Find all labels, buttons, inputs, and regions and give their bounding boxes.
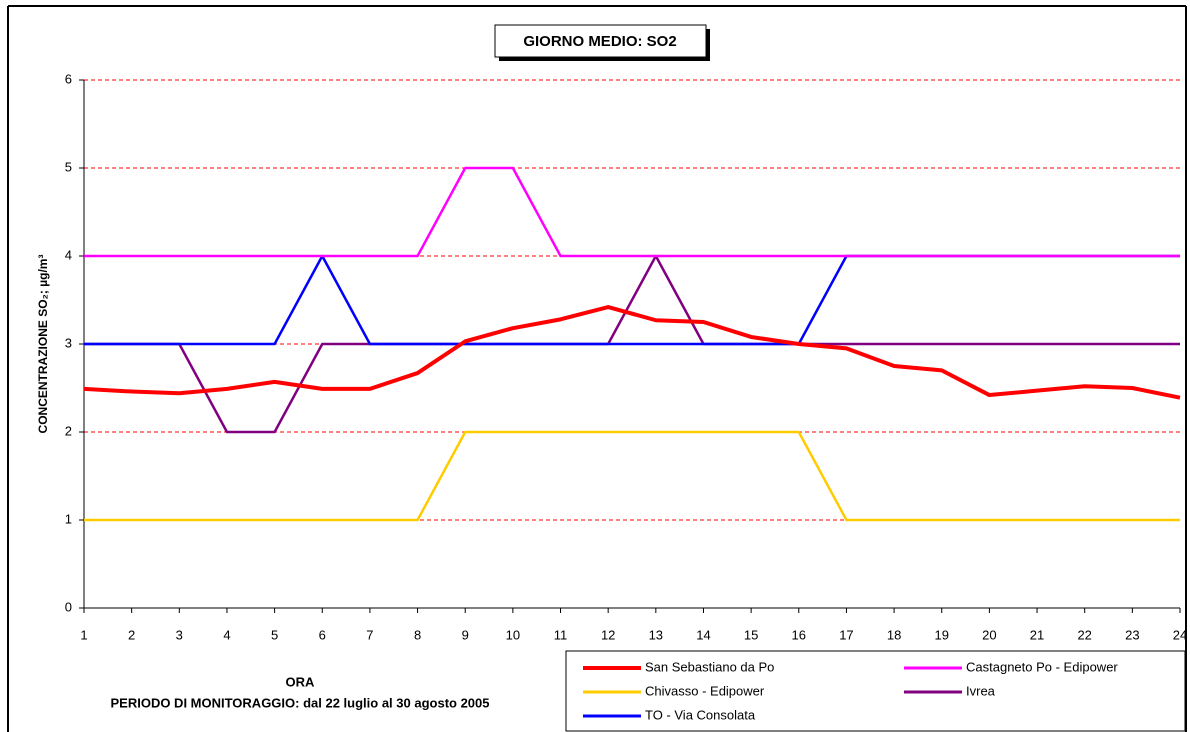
x-tick-label: 5 [271,627,278,642]
x-tick-label: 11 [554,627,568,642]
x-tick-label: 13 [649,627,663,642]
series-line [84,254,1180,434]
x-tick-label: 20 [982,627,996,642]
x-tick-label: 3 [176,627,183,642]
x-tick-label: 16 [792,627,806,642]
x-tick-label: 10 [506,627,520,642]
y-tick-label: 4 [65,247,72,262]
x-tick-label: 12 [601,627,615,642]
x-tick-label: 14 [696,627,710,642]
x-tick-label: 21 [1030,627,1044,642]
x-tick-label: 1 [80,627,87,642]
x-tick-label: 8 [414,627,421,642]
legend-label: San Sebastiano da Po [645,659,774,674]
series-line [84,430,1180,522]
legend-label: Chivasso - Edipower [645,683,765,698]
legend [565,650,1186,732]
y-tick-label: 3 [65,335,72,350]
y-tick-label: 5 [65,159,72,174]
y-tick-label: 0 [65,599,72,614]
y-tick-label: 6 [65,71,72,86]
note: PERIODO DI MONITORAGGIO: dal 22 luglio a… [110,695,489,710]
x-tick-label: 2 [128,627,135,642]
x-tick-label: 23 [1125,627,1139,642]
y-tick-label: 1 [65,511,72,526]
title-box [494,24,707,58]
x-tick-label: 15 [744,627,758,642]
chart-title: GIORNO MEDIO: SO2 [523,33,676,50]
series-line [84,166,1180,258]
legend-label: Castagneto Po - Edipower [966,659,1118,674]
x-tick-label: 7 [366,627,373,642]
series-line [83,305,1181,400]
x-tick-label: 6 [319,627,326,642]
x-tick-label: 17 [839,627,853,642]
x-tick-label: 4 [223,627,230,642]
legend-label: TO - Via Consolata [645,707,756,722]
x-tick-label: 18 [887,627,901,642]
x-axis-label: ORA [286,674,316,689]
x-tick-label: 22 [1077,627,1091,642]
x-tick-label: 19 [935,627,949,642]
y-axis-label: CONCENTRAZIONE SO₂; µg/m³ [36,255,50,434]
legend-label: Ivrea [966,683,996,698]
x-tick-label: 9 [462,627,469,642]
x-tick-label: 24 [1173,627,1187,642]
y-tick-label: 2 [65,423,72,438]
